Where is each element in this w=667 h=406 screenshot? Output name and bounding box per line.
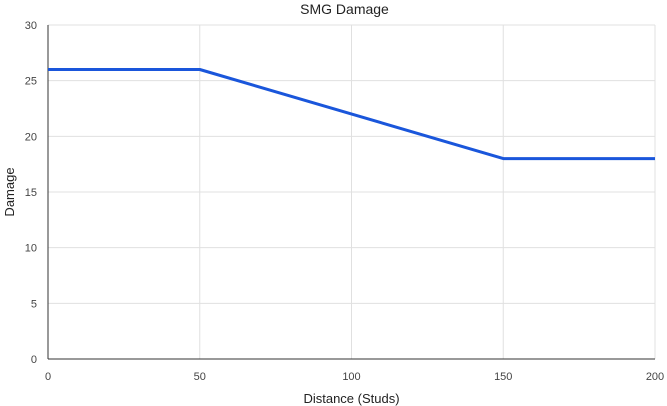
damage-series-line xyxy=(48,68,655,161)
y-tick-label: 15 xyxy=(25,187,37,199)
x-axis-label: Distance (Studs) xyxy=(303,391,399,406)
series xyxy=(48,68,655,161)
y-tick-label: 10 xyxy=(25,243,37,255)
x-tick-label: 150 xyxy=(494,371,512,383)
chart-title: SMG Damage xyxy=(300,1,389,17)
x-tick-label: 100 xyxy=(342,371,360,383)
tick-labels: 0 5 10 15 20 25 30 0 50 100 150 200 xyxy=(25,20,664,383)
y-tick-label: 0 xyxy=(31,354,37,366)
y-tick-label: 5 xyxy=(31,298,37,310)
y-tick-label: 30 xyxy=(25,20,37,32)
grid xyxy=(48,24,656,359)
y-axis-label: Damage xyxy=(2,167,17,216)
x-tick-label: 0 xyxy=(45,371,51,383)
x-tick-label: 200 xyxy=(646,371,664,383)
y-tick-label: 25 xyxy=(25,76,37,88)
y-tick-label: 20 xyxy=(25,131,37,143)
axes xyxy=(47,25,655,360)
x-tick-label: 50 xyxy=(194,371,206,383)
